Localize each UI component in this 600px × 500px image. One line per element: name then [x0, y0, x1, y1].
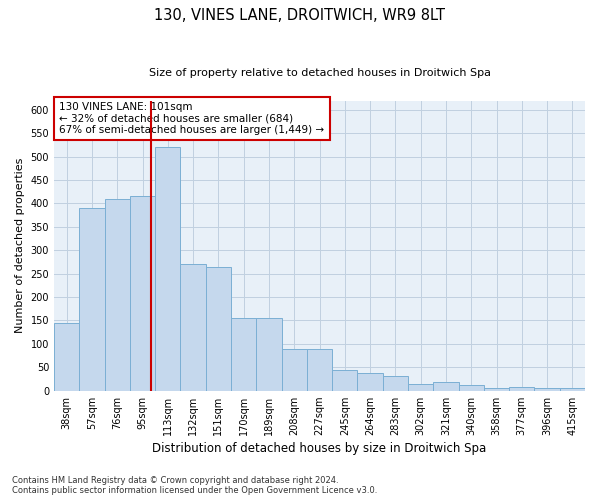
Bar: [104, 199, 130, 390]
Bar: [281, 348, 307, 391]
Bar: [560, 388, 585, 390]
Bar: [130, 196, 155, 390]
Bar: [231, 318, 256, 390]
Bar: [256, 318, 281, 390]
Text: Contains HM Land Registry data © Crown copyright and database right 2024.
Contai: Contains HM Land Registry data © Crown c…: [12, 476, 377, 495]
Y-axis label: Number of detached properties: Number of detached properties: [15, 158, 25, 334]
Bar: [458, 384, 484, 390]
Bar: [54, 323, 79, 390]
Bar: [181, 264, 206, 390]
Bar: [509, 388, 535, 390]
Bar: [484, 388, 509, 390]
Text: 130 VINES LANE: 101sqm
← 32% of detached houses are smaller (684)
67% of semi-de: 130 VINES LANE: 101sqm ← 32% of detached…: [59, 102, 325, 135]
Bar: [155, 148, 181, 390]
Bar: [535, 388, 560, 390]
Bar: [433, 382, 458, 390]
Title: Size of property relative to detached houses in Droitwich Spa: Size of property relative to detached ho…: [149, 68, 491, 78]
Bar: [206, 266, 231, 390]
Bar: [358, 373, 383, 390]
Bar: [383, 376, 408, 390]
Bar: [79, 208, 104, 390]
Bar: [408, 384, 433, 390]
X-axis label: Distribution of detached houses by size in Droitwich Spa: Distribution of detached houses by size …: [152, 442, 487, 455]
Text: 130, VINES LANE, DROITWICH, WR9 8LT: 130, VINES LANE, DROITWICH, WR9 8LT: [155, 8, 445, 22]
Bar: [332, 370, 358, 390]
Bar: [307, 348, 332, 391]
